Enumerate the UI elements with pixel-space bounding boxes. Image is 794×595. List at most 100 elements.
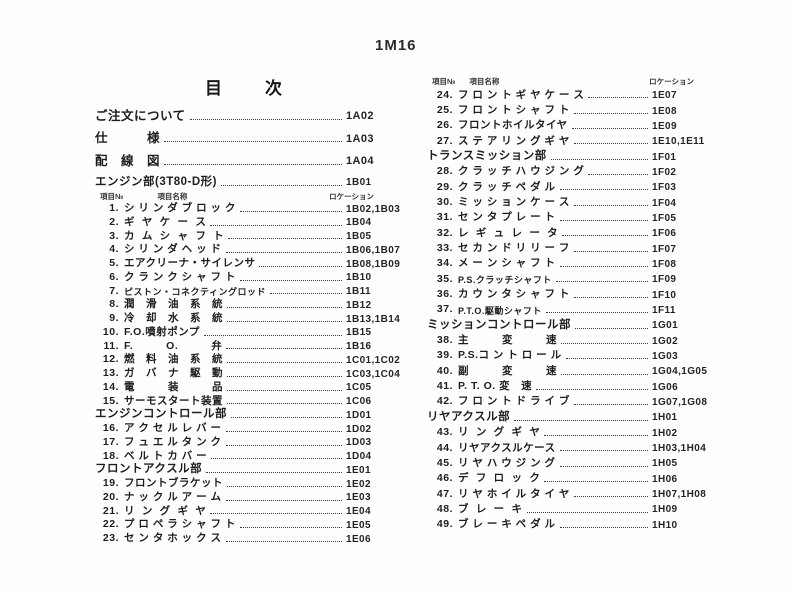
location-code: 1E02 — [346, 478, 371, 490]
item-label: ミッションコントロール部 — [427, 318, 571, 331]
item-label: デ フ ロ ッ ク — [458, 472, 541, 485]
location-code: 1B08,1B09 — [346, 258, 401, 270]
dot-leader — [544, 480, 648, 482]
item-label: エンジン部(3T80-D形) — [95, 175, 218, 188]
toc-row: 10. 10. F.O.噴射ポンプ 1B15 — [95, 325, 418, 339]
item-number: 27. — [436, 134, 453, 147]
item-number: 42. — [436, 395, 453, 408]
location-code: 1C03,1C04 — [346, 368, 401, 380]
location-code: 1F10 — [652, 289, 677, 301]
item-label: ガ バ ナ 駆 動 — [124, 367, 223, 380]
location-code: 1G04,1G05 — [652, 366, 708, 378]
toc-row: 44. 44. リヤアクスルケース 1H03,1H04 — [427, 439, 724, 454]
toc-title: 目 次 — [205, 79, 285, 98]
item-label: ナ ッ ク ル ア ー ム — [124, 490, 222, 503]
toc-row: 31. 31. セ ン タ プ レ ー ト 1F05 — [427, 209, 724, 224]
dot-leader — [573, 250, 648, 252]
item-label: エンジンコントロール部 — [95, 408, 227, 421]
dot-leader — [227, 389, 342, 391]
location-code: 1B16 — [346, 341, 372, 353]
location-code: 1G03 — [652, 351, 679, 362]
location-code: 1C01,1C02 — [346, 354, 401, 366]
location-code: 1E04 — [346, 506, 371, 518]
column-header-item-name: 項目名称 — [469, 76, 500, 86]
item-number: 38. — [436, 334, 453, 347]
location-code: 1E09 — [652, 120, 677, 132]
toc-row: トランスミッション部 1F01 — [427, 147, 724, 163]
page-code: 1M16 — [375, 37, 417, 54]
dot-leader — [225, 540, 342, 542]
toc-row: 32. 32. レ ギ ュ レ ー タ 1F06 — [427, 224, 724, 239]
toc-row: 45. 45. リ ヤ ハ ウ ジ ン グ 1H05 — [427, 454, 724, 469]
column-header-location: ロケーション — [329, 191, 374, 201]
item-label: フロントアクスル部 — [95, 463, 203, 476]
toc-row: 7. 7. ピストン・コネクティングロッド 1B11 — [95, 284, 418, 298]
item-label: ス テ ア リ ン グ ギ ヤ — [458, 134, 570, 147]
item-label: F.O.噴射ポンプ — [124, 325, 200, 338]
location-code: 1E10,1E11 — [652, 136, 705, 148]
item-label: ア ク セ ル レ バ ー — [124, 422, 222, 435]
toc-row: 49. 49. ブ レ ー キ ペ ダ ル 1H10 — [427, 516, 724, 531]
dot-leader — [228, 238, 342, 240]
toc-row: 6. 6. ク ラ ン ク シ ャ フ ト 1B10 — [95, 270, 418, 284]
toc-row: 41. 41. P. T. O. 変 速 1G06 — [427, 378, 724, 393]
dot-leader — [227, 307, 342, 309]
item-label: 仕 様 — [95, 131, 161, 146]
item-label: P.S.コ ン ト ロ ー ル — [458, 349, 562, 362]
item-number: 4. — [109, 243, 119, 256]
toc-row: 33. 33. セ カ ン ド リ リ ー フ 1F07 — [427, 239, 724, 254]
item-label: メ ー ン シ ャ フ ト — [458, 257, 556, 270]
item-label: 電 装 品 — [124, 380, 223, 393]
item-label: ピストン・コネクティングロッド — [124, 287, 266, 298]
item-label: ブ レ ー キ — [458, 502, 523, 515]
dot-leader — [239, 210, 342, 212]
toc-row: 34. 34. メ ー ン シ ャ フ ト 1F08 — [427, 255, 724, 270]
toc-row: 15. 15. サーモスタート装置 1C06 — [95, 394, 418, 408]
location-code: 1H02 — [652, 427, 678, 439]
toc-row: 項目№ 項目名称 ロケーション 項目№ — [427, 74, 724, 86]
item-label: ク ラ ッ チ ハ ウ ジ ン グ — [458, 165, 585, 178]
location-code: 1F03 — [652, 182, 677, 194]
dot-leader — [227, 485, 342, 487]
dot-leader — [227, 362, 342, 364]
item-number: 11. — [103, 339, 119, 352]
toc-row: 11. 11. F. O. 弁 1B16 — [95, 339, 418, 353]
dot-leader — [239, 527, 342, 529]
toc-row: 39. 39. P.S.コ ン ト ロ ー ル 1G03 — [427, 347, 724, 362]
toc-row: 40. 40. 副 変 速 1G04,1G05 — [427, 362, 724, 377]
item-label: セ ン タ プ レ ー ト — [458, 211, 556, 224]
dot-leader — [555, 281, 648, 283]
toc-row: 14. 14. 電 装 品 1C05 — [95, 380, 418, 394]
dot-leader — [259, 265, 342, 267]
dot-leader — [573, 496, 648, 498]
item-number: 46. — [436, 472, 453, 485]
location-code: 1H10 — [652, 519, 678, 531]
item-number: 15. — [102, 394, 119, 407]
dot-leader — [210, 224, 342, 226]
dot-leader — [210, 513, 342, 515]
item-number: 9. — [109, 312, 119, 325]
toc-row: 2. 2. ギ ヤ ケ ー ス 1B04 — [95, 215, 418, 229]
item-number: 17. — [102, 435, 119, 448]
toc-row: リヤアクスル部 1H01 — [427, 408, 724, 424]
dot-leader — [227, 375, 342, 377]
toc-row: エンジンコントロール部 1D01 — [95, 407, 418, 421]
location-code: 1E06 — [346, 533, 371, 545]
toc-row: 42. 42. フ ロ ン ト ド ラ イ ブ 1G07,1G08 — [427, 393, 724, 408]
dot-leader — [545, 312, 648, 314]
dot-leader — [588, 174, 648, 176]
item-number: 36. — [436, 288, 453, 301]
item-label: フ ロ ン ト ド ラ イ ブ — [458, 395, 570, 408]
toc-row: フロントアクスル部 1E01 — [95, 462, 418, 476]
dot-leader — [561, 342, 648, 344]
dot-leader — [559, 450, 648, 452]
location-code: 1H05 — [652, 458, 678, 470]
item-number: 35. — [436, 272, 453, 285]
item-label: 冷 却 水 系 統 — [124, 312, 223, 325]
item-number: 32. — [436, 226, 453, 239]
toc-column-right: 項目№ 項目名称 ロケーション 項目№ 24. 24. フ ロ ン ト ギ ヤ … — [427, 74, 724, 531]
toc-column-left: ご注文について 1A02 仕 様 1A03 配 線 図 — [95, 100, 418, 545]
item-number: 1. — [109, 202, 119, 215]
item-label: プ ロ ペ ラ シ ャ フ ト — [124, 518, 236, 531]
item-number: 5. — [109, 257, 119, 270]
